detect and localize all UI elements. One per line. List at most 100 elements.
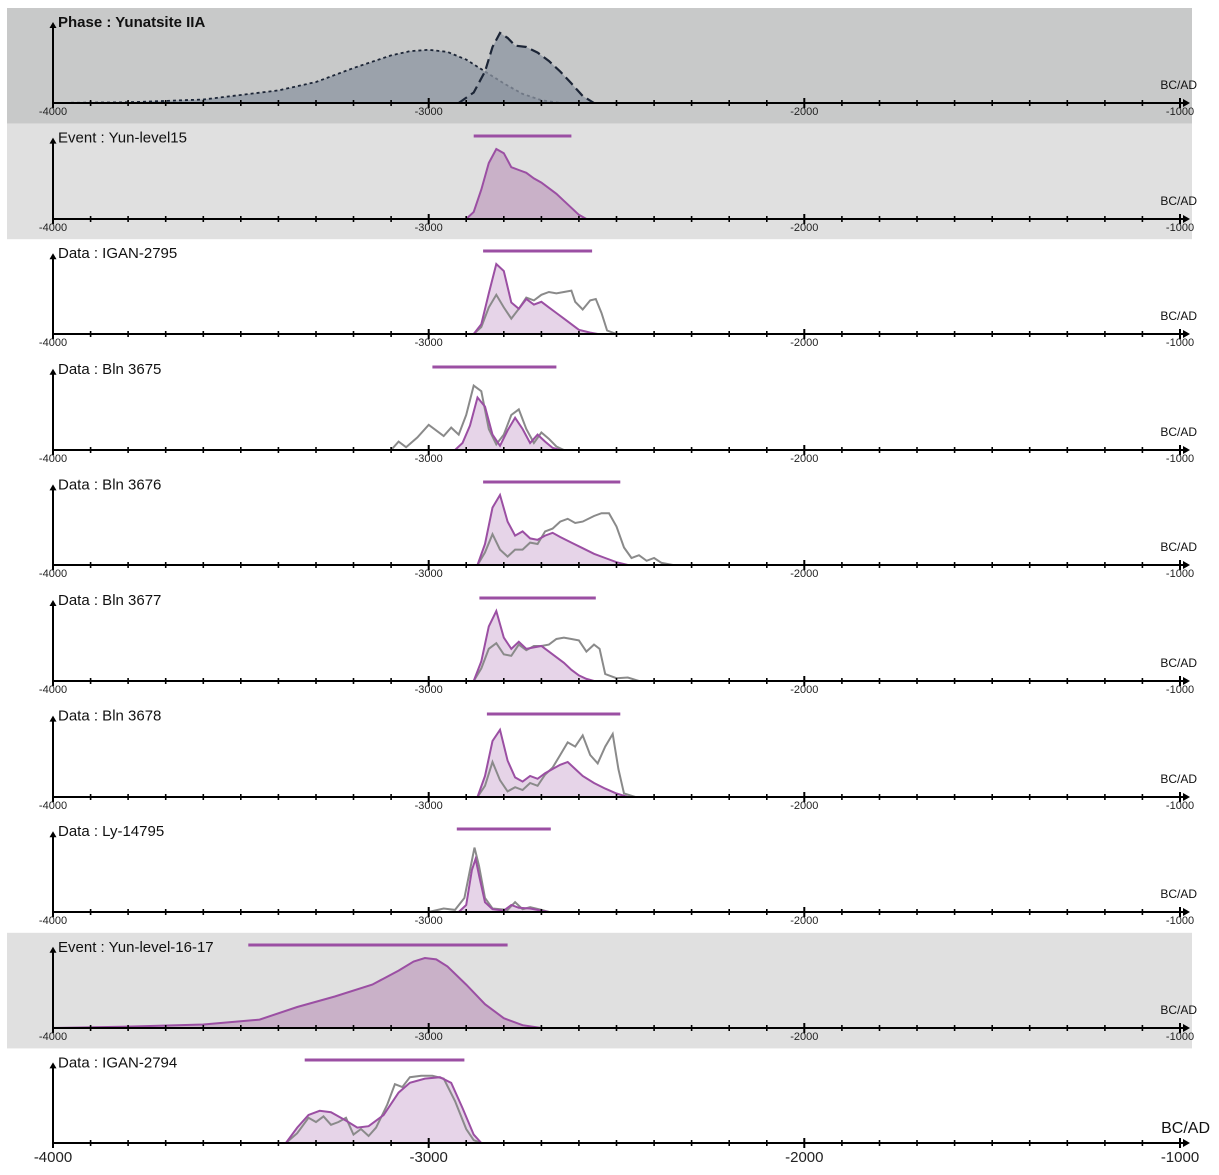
y-axis-arrow-icon <box>49 484 57 491</box>
likelihood-curve <box>428 847 550 913</box>
posterior-curve <box>465 147 587 220</box>
x-tick-label: -4000 <box>39 106 67 118</box>
x-tick-label: -3000 <box>415 453 443 465</box>
x-tick-label: -2000 <box>790 568 818 580</box>
y-axis-arrow-icon <box>49 831 57 838</box>
x-unit-label: BC/AD <box>1160 78 1197 92</box>
x-unit-label: BC/AD <box>1160 425 1197 439</box>
x-tick-label: -3000 <box>410 1149 448 1166</box>
x-tick-label: -3000 <box>415 337 443 349</box>
x-axis-arrow-icon <box>1183 793 1190 801</box>
x-tick-label: -2000 <box>790 800 818 812</box>
x-unit-label: BC/AD <box>1161 1120 1210 1137</box>
x-tick-label: -4000 <box>39 222 67 234</box>
panel-3: -4000 -3000 -2000 -1000 BC/AD Data : IGAN-279… <box>39 245 1197 349</box>
panel-5: -4000 -3000 -2000 -1000 BC/AD Data : Bln 3676 <box>39 476 1197 580</box>
posterior-fill <box>458 858 549 912</box>
x-tick-label: -2000 <box>790 337 818 349</box>
panel-title: Event : Yun-level-16-17 <box>58 939 214 956</box>
y-axis-arrow-icon <box>49 253 57 260</box>
x-axis-arrow-icon <box>1183 215 1190 223</box>
panel-title: Data : Bln 3676 <box>58 476 161 493</box>
x-tick-label: -1000 <box>1161 1149 1199 1166</box>
x-tick-label: -1000 <box>1166 337 1194 349</box>
y-axis-arrow-icon <box>49 137 57 144</box>
panel-title: Event : Yun-level15 <box>58 130 187 147</box>
x-tick-label: -1000 <box>1166 222 1194 234</box>
x-axis-arrow-icon <box>1183 677 1190 685</box>
y-axis-arrow-icon <box>49 600 57 606</box>
dashed-phase-curve <box>458 31 595 104</box>
x-axis-arrow-icon <box>1183 1139 1190 1147</box>
posterior-fill <box>477 495 628 565</box>
x-unit-label: BC/AD <box>1160 309 1197 323</box>
panel-title: Data : Bln 3678 <box>58 708 161 725</box>
x-tick-label: -2000 <box>790 222 818 234</box>
posterior-curve <box>52 956 542 1029</box>
x-axis-arrow-icon <box>1183 561 1190 569</box>
posterior-fill <box>285 1077 482 1143</box>
x-tick-label: -4000 <box>39 684 67 696</box>
x-tick-label: -3000 <box>415 800 443 812</box>
posterior-fill <box>53 958 542 1028</box>
x-tick-label: -2000 <box>790 684 818 696</box>
x-tick-label: -2000 <box>790 453 818 465</box>
x-axis-arrow-icon <box>1183 99 1190 107</box>
posterior-curve <box>472 262 598 335</box>
x-tick-label: -1000 <box>1166 915 1194 927</box>
x-tick-label: -1000 <box>1166 1031 1194 1043</box>
x-axis-arrow-icon <box>1183 330 1190 338</box>
panel-6: -4000 -3000 -2000 -1000 BC/AD Data : Bln 3677 <box>39 592 1197 696</box>
posterior-fill <box>466 149 587 219</box>
y-axis-arrow-icon <box>49 1062 57 1069</box>
x-tick-label: -1000 <box>1166 106 1194 118</box>
x-unit-label: BC/AD <box>1160 540 1197 554</box>
panel-10: -4000 -3000 -2000 -1000 BC/AD Data : IGAN-279… <box>34 1054 1210 1166</box>
x-tick-label: -4000 <box>39 1031 67 1043</box>
x-tick-label: -4000 <box>39 337 67 349</box>
x-tick-label: -2000 <box>790 1031 818 1043</box>
y-axis-arrow-icon <box>49 946 57 953</box>
panel-9: -4000 -3000 -2000 -1000 BC/AD Event : Yun-lev… <box>7 932 1197 1049</box>
x-tick-label: -2000 <box>785 1149 823 1166</box>
likelihood-curve <box>390 383 565 451</box>
panel-1: -4000 -3000 -2000 -1000 BC/AD Phase : Yunatsi… <box>7 8 1197 124</box>
x-tick-label: -3000 <box>415 568 443 580</box>
y-axis-arrow-icon <box>49 22 57 28</box>
likelihood-curve <box>473 289 617 335</box>
panel-title: Phase : Yunatsite IIA <box>58 14 205 31</box>
likelihood-curve <box>472 636 640 682</box>
posterior-curve <box>476 727 629 798</box>
panel-2: -4000 -3000 -2000 -1000 BC/AD Event : Yun-lev… <box>7 123 1197 240</box>
panel-title: Data : Bln 3677 <box>58 592 161 609</box>
panel-background <box>7 8 1192 124</box>
likelihood-curve <box>476 731 636 798</box>
panel-title: Data : IGAN-2795 <box>58 245 177 262</box>
posterior-curve <box>472 608 595 682</box>
likelihood-curve <box>285 1074 482 1144</box>
x-unit-label: BC/AD <box>1160 194 1197 208</box>
panel-background <box>7 932 1192 1049</box>
posterior-fill <box>477 729 628 797</box>
posterior-curve <box>476 492 629 566</box>
panel-4: -4000 -3000 -2000 -1000 BC/AD Data : Bln 3675 <box>39 361 1197 465</box>
panel-7: -4000 -3000 -2000 -1000 BC/AD Data : Bln 3678 <box>39 708 1197 812</box>
posterior-curve <box>458 854 550 913</box>
panel-title: Data : Bln 3675 <box>58 361 161 378</box>
x-tick-label: -2000 <box>790 915 818 927</box>
likelihood-curve <box>476 512 674 566</box>
y-axis-arrow-icon <box>49 715 57 722</box>
posterior-fill <box>455 397 561 450</box>
x-tick-label: -1000 <box>1166 800 1194 812</box>
x-unit-label: BC/AD <box>1160 772 1197 786</box>
x-tick-label: -1000 <box>1166 453 1194 465</box>
posterior-curve <box>285 1076 483 1144</box>
x-unit-label: BC/AD <box>1160 887 1197 901</box>
x-tick-label: -1000 <box>1166 568 1194 580</box>
x-tick-label: -1000 <box>1166 684 1194 696</box>
x-tick-label: -4000 <box>39 915 67 927</box>
x-axis-arrow-icon <box>1183 446 1190 454</box>
x-axis-arrow-icon <box>1183 908 1190 916</box>
x-tick-label: -3000 <box>415 684 443 696</box>
